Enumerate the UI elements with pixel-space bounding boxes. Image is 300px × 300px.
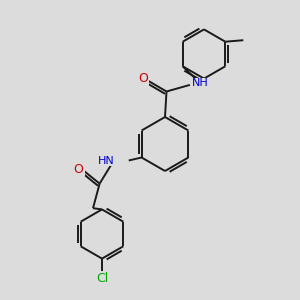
Text: O: O — [138, 72, 148, 85]
Text: HN: HN — [98, 155, 115, 166]
Text: NH: NH — [191, 78, 208, 88]
Text: O: O — [74, 163, 84, 176]
Text: Cl: Cl — [96, 272, 108, 285]
